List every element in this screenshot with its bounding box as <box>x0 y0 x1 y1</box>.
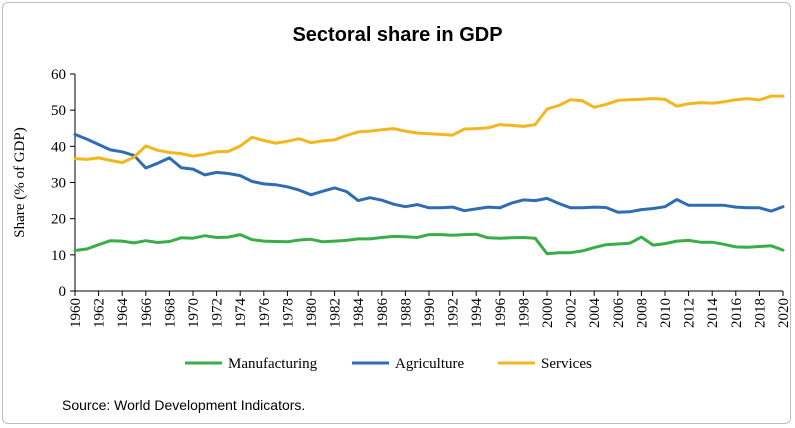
x-tick-label: 2002 <box>564 298 580 328</box>
chart-frame <box>2 2 791 424</box>
x-tick-label: 1980 <box>304 298 320 328</box>
x-tick-label: 2006 <box>611 298 627 329</box>
x-tick-label: 1986 <box>375 298 391 329</box>
x-tick-label: 1972 <box>210 298 226 328</box>
series-line-services <box>73 94 785 165</box>
y-tick-label: 10 <box>51 248 66 264</box>
x-tick-label: 1976 <box>257 298 273 329</box>
x-tick-label: 2000 <box>540 298 556 328</box>
x-tick-label: 1998 <box>516 298 532 328</box>
x-tick-label: 2018 <box>752 298 768 328</box>
x-tick-label: 1990 <box>422 298 438 328</box>
x-tick-label: 1974 <box>233 298 249 329</box>
x-tick-label: 2004 <box>587 298 603 329</box>
y-tick-label: 20 <box>51 212 66 228</box>
x-tick-label: 2014 <box>705 298 721 329</box>
x-tick-label: 1978 <box>280 298 296 328</box>
x-tick-label: 2016 <box>729 298 745 329</box>
x-tick-label: 1982 <box>328 298 344 328</box>
legend-label-agriculture: Agriculture <box>395 356 464 372</box>
chart-title: Sectoral share in GDP <box>292 24 503 46</box>
legend-label-services: Services <box>541 356 592 372</box>
series-line-manufacturing <box>73 232 785 256</box>
x-tick-label: 1988 <box>398 298 414 328</box>
x-tick-label: 1984 <box>351 298 367 329</box>
x-tick-label: 1962 <box>92 298 108 328</box>
series-line-agriculture <box>73 132 785 214</box>
x-tick-label: 1960 <box>68 298 84 328</box>
x-tick-label: 2010 <box>658 298 674 328</box>
x-tick-label: 2020 <box>776 298 792 328</box>
x-tick-label: 2008 <box>634 298 650 328</box>
legend-label-manufacturing: Manufacturing <box>228 356 318 372</box>
x-tick-label: 1994 <box>469 298 485 329</box>
y-tick-label: 50 <box>51 103 66 119</box>
x-tick-label: 1966 <box>139 298 155 329</box>
y-axis-label: Share (% of GDP) <box>12 127 28 237</box>
x-tick-label: 1964 <box>115 298 131 329</box>
source-note: Source: World Development Indicators. <box>62 397 306 413</box>
x-tick-label: 2012 <box>682 298 698 328</box>
x-tick-label: 1968 <box>162 298 178 328</box>
y-tick-label: 40 <box>51 139 66 155</box>
y-tick-label: 60 <box>51 67 66 83</box>
x-tick-label: 1996 <box>493 298 509 329</box>
y-tick-label: 0 <box>59 284 67 300</box>
x-tick-label: 1992 <box>446 298 462 328</box>
x-tick-label: 1970 <box>186 298 202 328</box>
y-tick-label: 30 <box>51 176 66 192</box>
